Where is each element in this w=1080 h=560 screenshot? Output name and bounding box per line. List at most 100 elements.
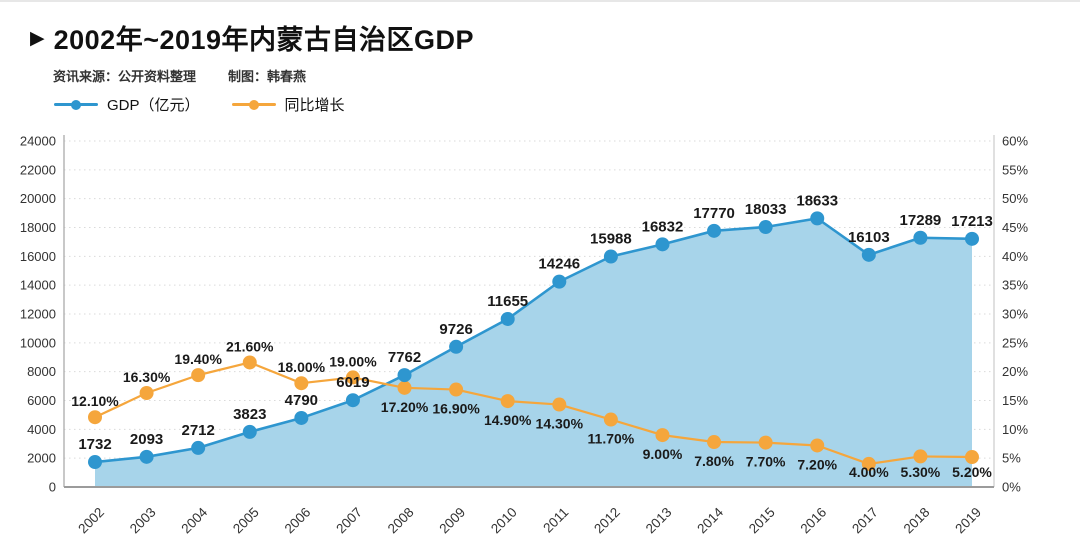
growth-point: [913, 449, 928, 464]
gdp-value-label: 14246: [538, 256, 580, 273]
gdp-line: [94, 217, 973, 464]
growth-value-label: 5.20%: [952, 464, 992, 480]
top-divider: [0, 0, 1080, 2]
growth-value-label: 5.30%: [901, 464, 941, 480]
growth-point: [397, 380, 412, 395]
gdp-point: [552, 274, 567, 289]
x-axis-label: 2004: [178, 504, 210, 536]
x-axis-label: 2014: [694, 504, 726, 536]
gdp-value-label: 17289: [900, 212, 942, 229]
gdp-point: [191, 440, 206, 455]
y-axis-tick-left: 8000: [27, 364, 56, 379]
x-axis-label: 2010: [488, 505, 520, 537]
y-axis-tick-right: 30%: [1002, 307, 1028, 322]
legend-line-icon-gdp: [54, 99, 98, 110]
growth-value-label: 4.00%: [849, 464, 889, 480]
page-title: 2002年~2019年内蒙古自治区GDP: [53, 25, 475, 55]
legend-dot-icon-gdp: [71, 99, 81, 110]
y-axis-tick-right: 0%: [1002, 480, 1021, 495]
y-axis-tick-right: 40%: [1002, 249, 1028, 264]
gdp-value-label: 2093: [130, 431, 163, 448]
gdp-point: [345, 393, 360, 408]
y-axis-tick-right: 35%: [1002, 278, 1028, 293]
growth-value-label: 21.60%: [226, 338, 274, 354]
gdp-value-label: 9726: [439, 321, 472, 338]
growth-value-label: 7.20%: [797, 456, 837, 472]
x-axis-label: 2013: [643, 505, 675, 537]
y-axis-tick-right: 60%: [1002, 134, 1028, 149]
growth-value-label: 16.90%: [432, 401, 480, 417]
growth-value-label: 17.20%: [381, 399, 429, 415]
y-axis-tick-right: 55%: [1002, 162, 1028, 177]
growth-value-label: 18.00%: [278, 359, 326, 375]
growth-value-label: 19.00%: [329, 353, 377, 369]
y-axis-tick-right: 45%: [1002, 220, 1028, 235]
growth-point: [810, 438, 825, 453]
gdp-point: [500, 311, 515, 326]
title-row: ▶ 2002年~2019年内蒙古自治区GDP: [30, 18, 474, 57]
title-marker-icon: ▶: [30, 28, 45, 49]
y-axis-tick-left: 6000: [27, 393, 56, 408]
gdp-value-label: 3823: [233, 406, 266, 423]
gdp-value-label: 2712: [181, 422, 214, 439]
growth-point: [552, 397, 567, 412]
gdp-value-label: 16103: [848, 229, 890, 246]
y-axis-tick-right: 25%: [1002, 335, 1028, 350]
gdp-point: [242, 424, 257, 439]
y-axis-tick-left: 20000: [20, 191, 56, 206]
growth-point: [500, 394, 515, 409]
growth-value-label: 7.80%: [694, 453, 734, 469]
legend-item-gdp: GDP（亿元）: [54, 94, 200, 115]
growth-point: [139, 386, 154, 401]
source-label: 资讯来源：公开资料整理: [53, 69, 197, 84]
x-axis-label: 2016: [798, 505, 830, 537]
gdp-value-label: 15988: [590, 231, 632, 248]
chart-legend: GDP（亿元） 同比增长: [54, 94, 345, 115]
gdp-point: [449, 339, 464, 354]
y-axis-tick-left: 14000: [20, 278, 56, 293]
gdp-point: [603, 249, 618, 264]
gdp-point: [655, 237, 670, 252]
gdp-value-label: 1732: [78, 436, 111, 453]
growth-point: [758, 435, 773, 450]
growth-point: [707, 435, 722, 450]
gdp-point: [810, 211, 825, 226]
growth-value-label: 7.70%: [746, 454, 786, 470]
gdp-point: [707, 223, 722, 238]
gdp-point: [139, 449, 154, 464]
x-axis-label: 2017: [849, 505, 881, 537]
gdp-point: [861, 247, 876, 262]
x-axis-label: 2008: [385, 505, 417, 537]
y-axis-tick-left: 0: [49, 480, 56, 495]
growth-value-label: 16.30%: [123, 369, 171, 385]
growth-point: [603, 412, 618, 427]
x-axis-label: 2002: [75, 505, 107, 537]
chart-area: 0 2000 4000 6000 8000 10000 12000 14000 16000 180…: [0, 125, 1080, 555]
credit-label: 制图：韩春燕: [228, 69, 307, 84]
gdp-point: [913, 230, 928, 245]
y-axis-tick-left: 24000: [20, 134, 56, 149]
x-axis-label: 2019: [952, 505, 984, 537]
y-axis-tick-left: 12000: [20, 307, 56, 322]
chart-canvas: 0 2000 4000 6000 8000 10000 12000 14000 16000 180…: [20, 134, 1029, 537]
growth-value-label: 14.90%: [484, 412, 532, 428]
gdp-point: [397, 368, 412, 383]
gdp-value-label: 6019: [336, 374, 369, 391]
gdp-area: [95, 218, 972, 487]
growth-point: [191, 368, 206, 383]
growth-point: [861, 456, 876, 471]
x-axis-label: 2011: [540, 505, 571, 536]
growth-value-label: 12.10%: [71, 393, 119, 409]
gdp-value-label: 18033: [745, 201, 787, 218]
gdp-point: [965, 231, 979, 246]
gdp-value-label: 18633: [796, 192, 838, 209]
x-axis-label: 2018: [901, 505, 933, 537]
growth-point: [242, 355, 257, 370]
y-axis-tick-left: 16000: [20, 249, 56, 264]
y-axis-tick-right: 15%: [1002, 393, 1028, 408]
x-axis-label: 2003: [127, 505, 159, 537]
y-axis-tick-right: 20%: [1002, 364, 1028, 379]
y-axis-tick-left: 4000: [27, 422, 56, 437]
y-axis-tick-left: 10000: [20, 335, 56, 350]
gdp-value-label: 17213: [951, 213, 993, 230]
